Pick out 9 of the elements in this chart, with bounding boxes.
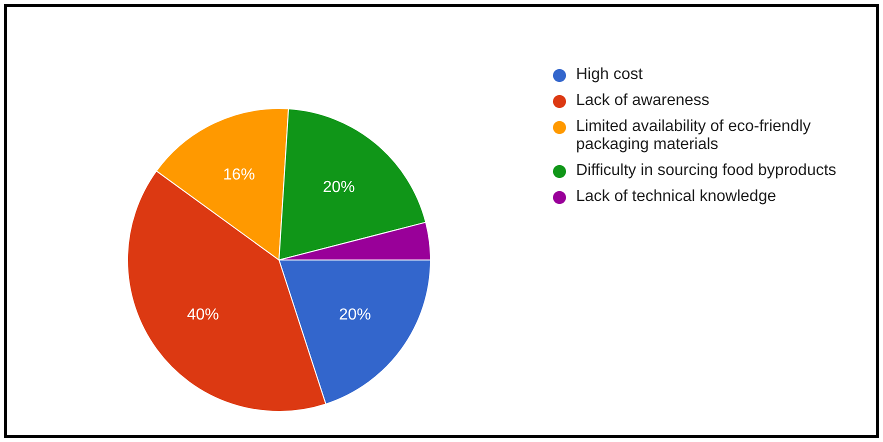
data-label: 20%: [338, 306, 372, 324]
data-label: 20%: [322, 179, 355, 196]
legend-label: Lack of awareness: [576, 92, 710, 110]
legend-label: Limited availability of eco-friendly packaging materials: [576, 118, 812, 154]
legend-label: Lack of technical knowledge: [576, 188, 776, 206]
legend-label: High cost: [576, 66, 643, 84]
legend-label: Difficulty in sourcing food byproducts: [576, 162, 836, 180]
data-label: 16%: [222, 166, 256, 184]
data-label: 40%: [186, 306, 220, 324]
